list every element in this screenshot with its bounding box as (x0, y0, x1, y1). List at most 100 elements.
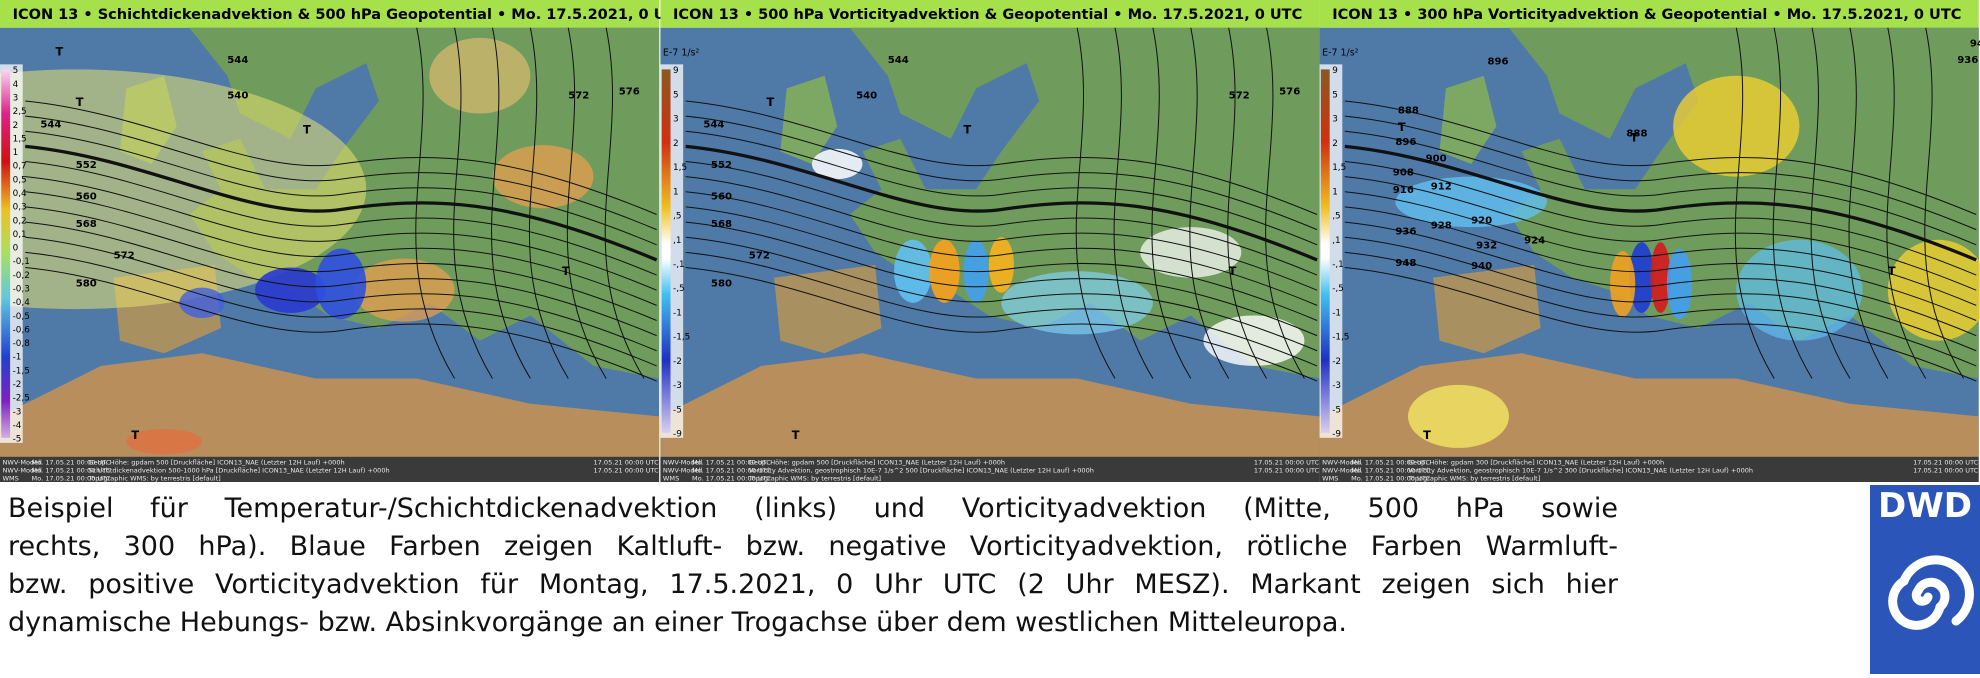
isoline (685, 144, 1318, 262)
isoline (1772, 27, 1813, 379)
isoline (685, 191, 1318, 306)
legend-label: -9 (673, 430, 682, 440)
contour-label: 572 (568, 90, 589, 101)
caption-line: bzw. positive Vorticityadvektion für Mon… (8, 569, 1618, 600)
info-text: Topographic WMS: by terrestris [default] (1407, 475, 1540, 482)
isoline (415, 27, 456, 379)
info-text: Schichtdickenadvektion 500-1000 hPa [Dru… (88, 467, 389, 475)
isoline (1344, 115, 1977, 231)
legend-label: 2 (13, 121, 19, 131)
contour-label: 932 (1476, 241, 1497, 252)
field-patch (429, 37, 531, 114)
field-patch (255, 267, 326, 313)
isoline (25, 191, 657, 306)
info-text: Mo. 17.05.21 00:00 UTC (692, 458, 771, 466)
legend-label: -3 (1332, 381, 1341, 391)
isoline (25, 266, 657, 382)
info-text: Geop. Höhe: gpdam 300 [Druckfläche] ICON… (1408, 458, 1664, 466)
info-text: NWV-Modell (663, 467, 702, 475)
field-patch (1001, 271, 1153, 335)
dwd-logo: DWD (1870, 485, 1980, 674)
low-marker: T (76, 95, 84, 109)
info-text: 17.05.21 00:00 UTC (1913, 458, 1979, 466)
contour-label: 572 (1229, 90, 1250, 101)
legend-label: -0,1 (13, 257, 30, 267)
info-text: 17.05.21 00:00 UTC (1913, 467, 1979, 475)
legend-label: -1 (673, 308, 682, 318)
isoline (1344, 251, 1977, 367)
legend-label: 2 (1332, 139, 1338, 149)
info-text: Mo. 17.05.21 00:00 UTC (32, 475, 111, 482)
legend-label: 4 (13, 80, 19, 90)
low-marker: T (1398, 120, 1406, 134)
info-text: Vorticity Advektion, geostrophisch 10E-7… (749, 467, 1094, 475)
info-text: WMS (663, 475, 679, 482)
legend-label: 0,3 (13, 203, 27, 213)
legend-label: ,5 (673, 212, 681, 222)
legend-scale (1320, 69, 1330, 433)
legend-label: -5 (1332, 405, 1341, 415)
isoline (1113, 27, 1154, 379)
legend-label: -5 (673, 405, 682, 415)
low-marker: T (1229, 264, 1237, 278)
contour-label: 924 (1524, 236, 1545, 247)
field-patch (811, 148, 863, 180)
legend-label: 0,1 (13, 230, 27, 240)
land-africa (660, 353, 1320, 457)
legend-label: -3 (13, 407, 22, 417)
legend-label: -0,6 (13, 325, 31, 335)
low-marker: T (303, 123, 311, 137)
map-panels: ICON 13 • Schichtdickenadvektion & 500 h… (0, 0, 1980, 482)
isoline (566, 27, 607, 379)
legend-label: 0,4 (13, 189, 27, 199)
info-text: NWV-Modell (1322, 458, 1361, 466)
contour-label: 572 (749, 251, 770, 262)
isoline (685, 206, 1318, 321)
contour-label: 916 (1393, 185, 1414, 196)
field-patch (126, 429, 203, 455)
legend-label: 2,5 (13, 107, 27, 117)
info-bar (660, 456, 1320, 482)
low-marker: T (131, 428, 139, 442)
isoline (25, 236, 657, 352)
land-isles (1439, 75, 1497, 165)
land-iberia (774, 264, 882, 354)
info-text: NWV-Modell (1322, 467, 1361, 475)
contour-label: 936 (1957, 55, 1978, 66)
isoline (1344, 130, 1977, 246)
contour-label: 540 (227, 90, 248, 101)
caption-line: dynamische Hebungs- bzw. Absinkvorgänge … (8, 607, 1347, 638)
contour-label: 948 (1395, 258, 1416, 269)
field-patch (929, 239, 960, 303)
legend-label: 0 (13, 244, 19, 254)
contour-label: 920 (1471, 215, 1492, 226)
contour-label: 544 (227, 55, 248, 66)
isoline (1344, 144, 1977, 262)
map-panel: ICON 13 • Schichtdickenadvektion & 500 h… (0, 0, 686, 482)
legend-label: -3 (673, 381, 682, 391)
contour-label: 544 (40, 119, 61, 130)
legend-label: ,5 (1332, 212, 1340, 222)
legend-label: 3 (673, 115, 679, 125)
field-patch (315, 248, 367, 320)
contour-label: 552 (76, 160, 97, 171)
title-bar (0, 0, 660, 28)
isoline (1151, 27, 1192, 379)
info-text: Mo. 17.05.21 00:00 UTC (32, 467, 111, 475)
isoline (25, 221, 657, 337)
field-patch (1610, 251, 1636, 317)
legend-label: -,1 (1332, 260, 1344, 270)
title-bar (1319, 0, 1979, 28)
legend-label: 0,7 (13, 162, 27, 172)
contour-label: 576 (1279, 87, 1300, 98)
isoline (25, 144, 658, 262)
legend-label: 9 (673, 66, 679, 76)
contour-label: 936 (1395, 227, 1416, 238)
legend-label: -,1 (673, 260, 685, 270)
isoline (25, 161, 657, 276)
legend-label: -0,4 (13, 298, 31, 308)
legend-label: -2 (13, 380, 22, 390)
field-patch (179, 287, 225, 318)
isoline (685, 176, 1318, 291)
